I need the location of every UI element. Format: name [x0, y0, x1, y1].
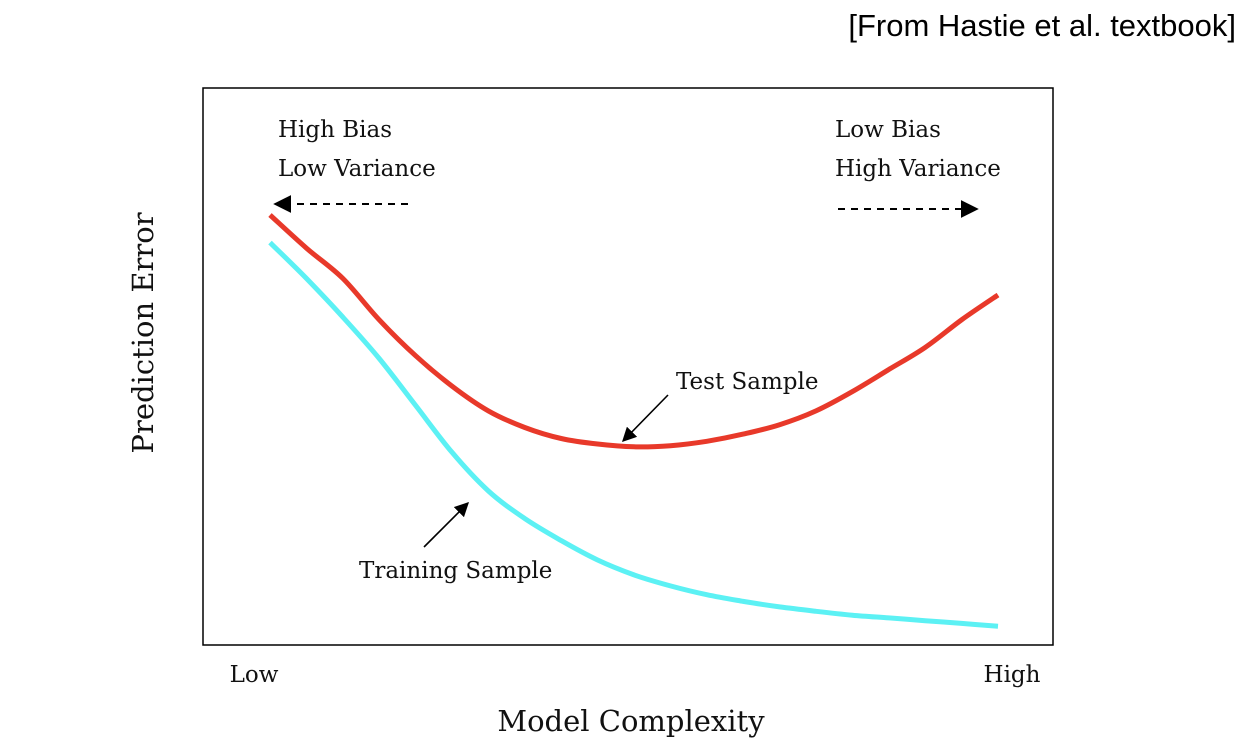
x-tick-low: Low — [230, 662, 279, 688]
x-tick-high: High — [984, 662, 1041, 688]
label-training-sample: Training Sample — [359, 558, 552, 584]
label-test-sample: Test Sample — [676, 369, 819, 395]
annotation-high-bias: High Bias — [278, 117, 392, 143]
series-layer — [268, 213, 1000, 629]
plot-frame — [202, 87, 1054, 646]
test-sample-arrow — [621, 394, 669, 443]
series-line-test-sample — [268, 213, 1000, 450]
annotation-high-variance: High Variance — [835, 156, 1001, 182]
annotation-low-variance: Low Variance — [278, 156, 436, 182]
training-sample-arrow — [423, 501, 470, 548]
x-axis-label: Model Complexity — [497, 704, 765, 738]
y-axis-label: Prediction Error — [126, 212, 160, 453]
annotation-low-bias: Low Bias — [835, 117, 941, 143]
source-note: [From Hastie et al. textbook] — [848, 8, 1236, 43]
series-line-training-sample — [268, 240, 999, 629]
